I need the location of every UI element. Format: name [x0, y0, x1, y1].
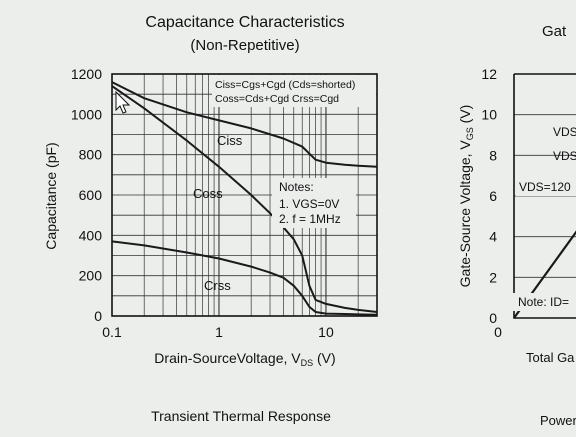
chart-title: Capacitance Characteristics	[145, 14, 344, 31]
legend-box	[212, 75, 376, 107]
y-tick-label: 800	[79, 147, 103, 163]
y-tick-label: 8	[489, 147, 497, 163]
y-tick-label: 400	[79, 227, 103, 243]
x-tick-labels: 0.1 1 10	[102, 324, 334, 340]
y-axis-label-2-unit: (V)	[457, 105, 473, 128]
x-tick-label: 1	[215, 324, 223, 340]
series-line-gate-charge	[513, 230, 576, 319]
y-tick-label: 10	[481, 107, 497, 123]
series-label-ciss: Ciss	[217, 133, 243, 148]
note-label: Note: ID=	[518, 295, 569, 309]
x-tick-label: 0	[494, 324, 502, 340]
vds-label-2: VDS	[553, 149, 576, 163]
note-box	[512, 293, 576, 311]
series-lines	[111, 81, 378, 316]
series-label-coss: Coss	[193, 186, 223, 201]
y-tick-label: 200	[79, 268, 103, 284]
chart-subtitle: (Non-Repetitive)	[190, 37, 299, 54]
legend-line-2: Coss=Cds+Cgd Crss=Cgd	[215, 93, 339, 105]
vds-label-3: VDS=120	[519, 180, 571, 194]
y-axis-label-2-subscript: GS	[465, 127, 475, 140]
vds-box	[516, 176, 576, 196]
notes-box	[272, 178, 356, 228]
y-axis-label-2: Gate-Source Voltage, VGS (V)	[457, 105, 475, 288]
plot-frame	[111, 73, 378, 317]
y-tick-label: 12	[481, 66, 497, 82]
notes-line-1: 1. VGS=0V	[279, 197, 339, 211]
capacitance-chart: Capacitance Characteristics (Non-Repetit…	[43, 14, 378, 368]
series-line-coss	[111, 85, 378, 313]
x-axis-label-unit: (V)	[313, 350, 336, 366]
x-axis-label: Drain-SourceVoltage, VDS (V)	[154, 350, 335, 368]
footer-caption-right: Power	[540, 413, 576, 428]
x-axis-label-2: Total Ga	[526, 350, 575, 365]
y-tick-label: 0	[489, 310, 497, 326]
y-tick-labels: 0 200 400 600 800 1000 1200	[71, 66, 102, 324]
y-tick-label: 0	[94, 308, 102, 324]
series-lines-2	[513, 230, 576, 319]
y-tick-label: 600	[79, 187, 103, 203]
gate-charge-chart: Gat 0 2 4 6 8 10 12 05 Gate-Source Voltage, VG…	[457, 23, 576, 365]
x-axis-label-subscript: DS	[301, 358, 314, 368]
notes-line-2: 2. f = 1MHz	[279, 212, 341, 226]
x-tick-label: 0.1	[102, 324, 122, 340]
x-axis-label-main: Drain-SourceVoltage, V	[154, 350, 301, 366]
y-tick-label: 1200	[71, 66, 102, 82]
series-label-crss: Crss	[204, 278, 231, 293]
x-tick-label: 10	[318, 324, 334, 340]
series-line-crss	[111, 240, 378, 316]
series-line-ciss	[111, 81, 378, 168]
chart-title-partial: Gat	[542, 23, 567, 40]
y-tick-label: 4	[489, 229, 497, 245]
y-tick-label: 1000	[71, 106, 102, 122]
vds-label-1: VDS	[553, 125, 576, 139]
cursor-arrow-icon	[115, 90, 131, 114]
notes-heading: Notes:	[279, 180, 314, 194]
y-tick-label: 2	[489, 269, 497, 285]
legend-line-1: Ciss=Cgs+Cgd (Cds=shorted)	[215, 79, 355, 91]
y-axis-label: Capacitance (pF)	[43, 142, 59, 249]
y-tick-label: 6	[489, 188, 497, 204]
x-tick-labels-2: 05	[494, 324, 502, 340]
y-axis-label-2-main: Gate-Source Voltage, V	[457, 140, 473, 288]
y-tick-labels-2: 0 2 4 6 8 10 12	[481, 66, 497, 326]
footer-caption-left: Transient Thermal Response	[151, 408, 331, 424]
